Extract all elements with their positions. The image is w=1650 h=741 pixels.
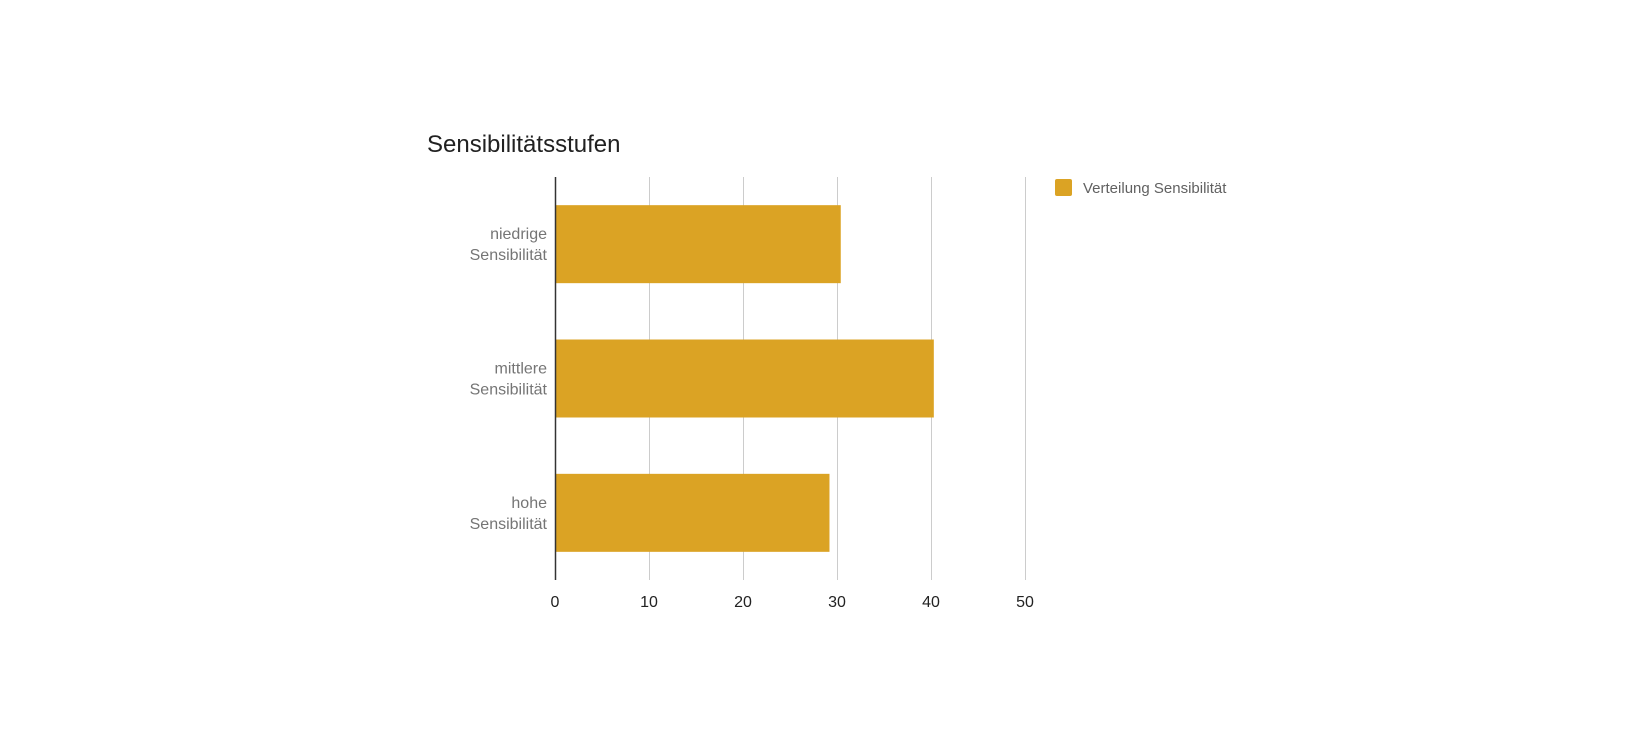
category-label-line: niedrige xyxy=(490,226,547,243)
x-tick-label: 20 xyxy=(734,594,752,611)
x-tick-label: 40 xyxy=(922,594,940,611)
category-label-line: Sensibilität xyxy=(470,516,548,533)
x-tick-label: 50 xyxy=(1016,594,1034,611)
category-label-line: hohe xyxy=(511,495,547,512)
category-label-line: mittlere xyxy=(495,361,548,378)
category-labels: niedrige Sensibilität mittlere Sensibilität… xyxy=(470,226,548,533)
category-label: mittlere Sensibilität xyxy=(470,361,548,399)
category-label-line: Sensibilität xyxy=(470,382,548,399)
legend-label: Verteilung Sensibilität xyxy=(1083,180,1227,197)
bars xyxy=(555,205,934,552)
chart-title: Sensibilitätsstufen xyxy=(427,131,620,158)
bar[interactable] xyxy=(555,339,934,418)
x-tick-label: 30 xyxy=(828,594,846,611)
x-tick-label: 10 xyxy=(640,594,658,611)
legend[interactable]: Verteilung Sensibilität xyxy=(1055,179,1227,197)
category-label-line: Sensibilität xyxy=(470,247,548,264)
x-tick-labels: 0 10 20 30 40 50 xyxy=(551,594,1034,611)
category-label: niedrige Sensibilität xyxy=(470,226,548,264)
legend-swatch xyxy=(1055,179,1072,196)
bar[interactable] xyxy=(555,473,830,552)
x-tick-label: 0 xyxy=(551,594,560,611)
category-label: hohe Sensibilität xyxy=(470,495,548,533)
bar[interactable] xyxy=(555,205,841,284)
